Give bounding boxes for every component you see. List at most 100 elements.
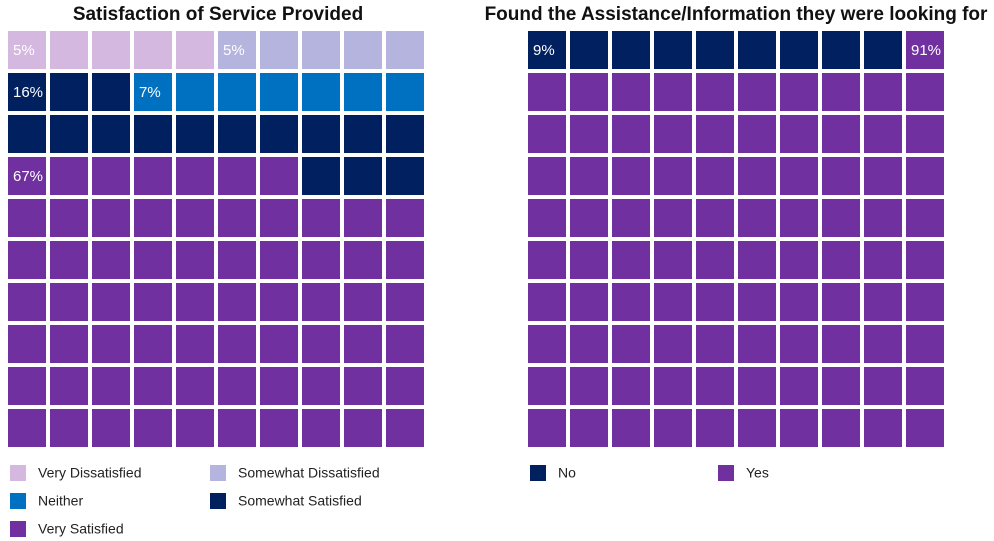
legend-label: Somewhat Dissatisfied — [238, 465, 380, 481]
waffle-cell — [864, 199, 902, 237]
waffle-cell — [570, 115, 608, 153]
waffle-cell — [570, 325, 608, 363]
waffle-cell — [176, 73, 214, 111]
waffle-cell — [906, 409, 944, 447]
waffle-cell — [822, 241, 860, 279]
waffle-cell — [822, 199, 860, 237]
value-label: 9% — [533, 42, 555, 59]
value-label: 7% — [139, 84, 161, 101]
waffle-cell — [822, 409, 860, 447]
waffle-cell — [780, 283, 818, 321]
waffle-cell — [344, 409, 382, 447]
waffle-cell — [134, 73, 172, 111]
value-label: 5% — [13, 42, 35, 59]
waffle-cell — [738, 325, 776, 363]
waffle-cell — [386, 199, 424, 237]
waffle-cell — [386, 73, 424, 111]
waffle-cell — [344, 157, 382, 195]
waffle-cell — [654, 241, 692, 279]
waffle-cell — [612, 115, 650, 153]
legend-label: Very Satisfied — [38, 521, 124, 537]
waffle-cell — [822, 115, 860, 153]
waffle-cell — [50, 73, 88, 111]
waffle-cell — [302, 325, 340, 363]
waffle-cell — [386, 325, 424, 363]
waffle-cell — [50, 409, 88, 447]
waffle-cell — [302, 283, 340, 321]
waffle-cell — [570, 409, 608, 447]
waffle-cell — [528, 73, 566, 111]
waffle-cell — [654, 73, 692, 111]
waffle-cell — [822, 367, 860, 405]
waffle-cell — [8, 325, 46, 363]
waffle-cell — [612, 241, 650, 279]
waffle-cell — [906, 325, 944, 363]
waffle-cell — [906, 115, 944, 153]
waffle-cell — [386, 367, 424, 405]
waffle-cell — [696, 283, 734, 321]
value-label: 67% — [13, 168, 43, 185]
waffle-cell — [218, 283, 256, 321]
waffle-cell — [218, 241, 256, 279]
waffle-cell — [302, 241, 340, 279]
waffle-cell — [696, 409, 734, 447]
waffle-cell — [864, 157, 902, 195]
legend-swatch — [718, 465, 734, 481]
waffle-cell — [906, 199, 944, 237]
waffle-cell — [134, 241, 172, 279]
waffle-cell — [344, 115, 382, 153]
waffle-cell — [92, 367, 130, 405]
waffle-cell — [386, 157, 424, 195]
legend-label: Somewhat Satisfied — [238, 493, 362, 509]
legend-label: No — [558, 465, 576, 481]
waffle-cell — [92, 31, 130, 69]
waffle-cell — [780, 73, 818, 111]
waffle-cell — [612, 325, 650, 363]
waffle-cell — [822, 325, 860, 363]
waffle-cell — [822, 283, 860, 321]
waffle-cell — [8, 199, 46, 237]
waffle-cell — [864, 325, 902, 363]
value-label: 91% — [911, 42, 941, 59]
waffle-cell — [260, 157, 298, 195]
waffle-cell — [344, 241, 382, 279]
waffle-cell — [50, 31, 88, 69]
waffle-cell — [612, 367, 650, 405]
waffle-cell — [302, 31, 340, 69]
value-label: 16% — [13, 84, 43, 101]
waffle-cell — [260, 241, 298, 279]
waffle-cell — [654, 409, 692, 447]
waffle-cell — [260, 325, 298, 363]
waffle-cell — [738, 241, 776, 279]
waffle-cell — [218, 199, 256, 237]
waffle-cell — [134, 367, 172, 405]
value-label: 5% — [223, 42, 245, 59]
legend-label: Very Dissatisfied — [38, 465, 141, 481]
waffle-cell — [302, 157, 340, 195]
waffle-cell — [612, 31, 650, 69]
waffle-cell — [906, 241, 944, 279]
waffle-cell — [822, 157, 860, 195]
waffle-cell — [8, 157, 46, 195]
legend-swatch — [530, 465, 546, 481]
waffle-cell — [696, 241, 734, 279]
waffle-cell — [176, 157, 214, 195]
waffle-cell — [218, 409, 256, 447]
waffle-cell — [176, 283, 214, 321]
waffle-cell — [50, 283, 88, 321]
waffle-cell — [134, 157, 172, 195]
waffle-cell — [344, 325, 382, 363]
waffle-cell — [906, 367, 944, 405]
waffle-cell — [386, 31, 424, 69]
waffle-cell — [696, 325, 734, 363]
waffle-cell — [570, 73, 608, 111]
waffle-cell — [738, 157, 776, 195]
waffle-cell — [218, 157, 256, 195]
waffle-cell — [738, 115, 776, 153]
waffle-cell — [260, 283, 298, 321]
legend-label: Yes — [746, 465, 769, 481]
waffle-cell — [528, 367, 566, 405]
legend-swatch — [210, 493, 226, 509]
waffle-cell — [218, 31, 256, 69]
waffle-cell — [570, 241, 608, 279]
